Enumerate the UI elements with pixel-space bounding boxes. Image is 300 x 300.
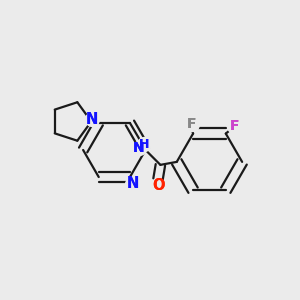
Text: N: N bbox=[133, 141, 145, 154]
Text: N: N bbox=[126, 176, 139, 191]
Text: N: N bbox=[133, 141, 145, 154]
Text: N: N bbox=[86, 112, 98, 127]
Text: N: N bbox=[126, 176, 139, 191]
Text: O: O bbox=[152, 178, 164, 193]
Text: F: F bbox=[187, 117, 196, 131]
Text: F: F bbox=[230, 119, 239, 133]
Text: N: N bbox=[86, 112, 98, 127]
Text: O: O bbox=[152, 178, 164, 193]
Text: H: H bbox=[139, 138, 149, 151]
Text: F: F bbox=[230, 119, 239, 133]
Text: H: H bbox=[139, 138, 149, 151]
Text: F: F bbox=[187, 117, 196, 131]
